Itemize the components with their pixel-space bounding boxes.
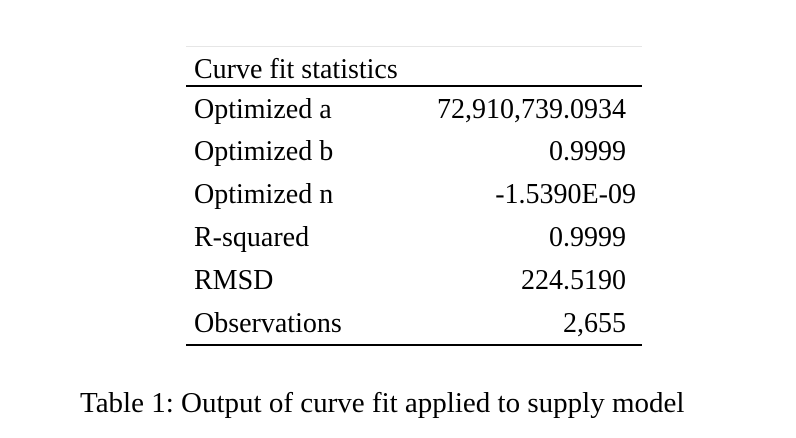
table-row-r-squared: R-squared 0.9999: [186, 215, 642, 258]
table-row-observations: Observations 2,655: [186, 301, 642, 344]
row-label: Optimized b: [194, 136, 334, 167]
curve-fit-table: Curve fit statistics Optimized a 72,910,…: [186, 46, 642, 346]
row-label: Observations: [194, 308, 342, 339]
row-value: 72,910,739.0934: [437, 94, 626, 125]
row-value: 0.9999: [549, 222, 626, 253]
table-row-optimized-b: Optimized b 0.9999: [186, 129, 642, 172]
row-value: 0.9999: [549, 136, 626, 167]
row-value: 224.5190: [521, 265, 626, 296]
table-row-optimized-n: Optimized n -1.5390E-09: [186, 172, 642, 215]
row-value: -1.5390E-09: [495, 179, 636, 210]
table-body: Optimized a 72,910,739.0934 Optimized b …: [186, 87, 642, 346]
table-row-optimized-a: Optimized a 72,910,739.0934: [186, 87, 642, 129]
row-label: R-squared: [194, 222, 310, 253]
row-value: 2,655: [563, 308, 626, 339]
row-label: RMSD: [194, 265, 274, 296]
row-label: Optimized a: [194, 94, 332, 125]
table-title: Curve fit statistics: [186, 47, 642, 87]
table-row-rmsd: RMSD 224.5190: [186, 258, 642, 301]
row-label: Optimized n: [194, 179, 334, 210]
table-caption: Table 1: Output of curve fit applied to …: [80, 387, 685, 419]
